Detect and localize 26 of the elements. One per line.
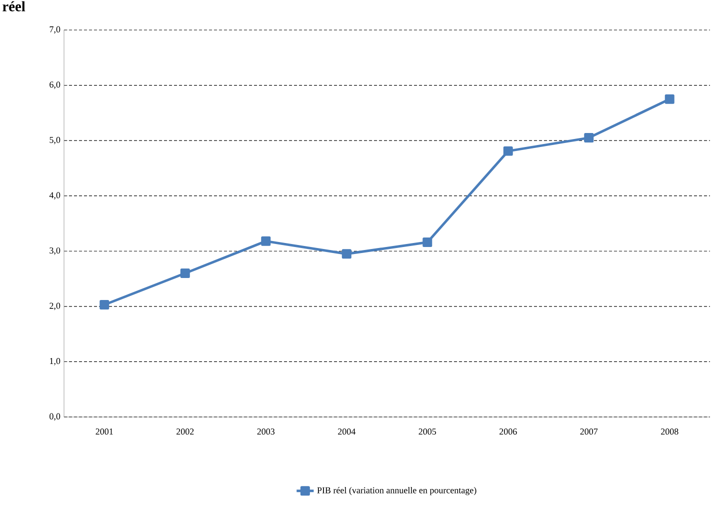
y-tick-label: 6,0 <box>50 82 60 89</box>
y-tick-label: 0,0 <box>50 413 60 421</box>
point <box>100 300 110 310</box>
x-tick-label: 2001 <box>96 428 113 435</box>
x-tick-label: 2005 <box>418 428 436 435</box>
point <box>664 94 674 104</box>
x-tick-label: 2007 <box>580 428 598 435</box>
x-tick-label: 2008 <box>661 428 678 435</box>
point <box>584 133 594 143</box>
x-tick-label: 2006 <box>500 428 517 435</box>
x-tick-label: 2002 <box>176 428 194 435</box>
y-tick-label: 3,0 <box>50 247 60 255</box>
point <box>180 268 190 278</box>
y-tick-label: 4,0 <box>49 192 60 200</box>
y-tick-label: 5,0 <box>50 136 60 144</box>
y-tick-label: 7,0 <box>50 26 60 34</box>
x-tick-label: 2003 <box>257 428 275 435</box>
chart-title: réel <box>2 1 26 12</box>
point <box>422 238 432 248</box>
point <box>503 146 513 156</box>
legend-label: PIB réel (variation annuelle en pourcentage) <box>317 486 476 496</box>
x-tick-label: 2004 <box>338 428 356 435</box>
point <box>342 249 352 259</box>
y-tick-label: 2,0 <box>50 302 60 310</box>
y-tick-label: 1,0 <box>50 358 60 366</box>
point <box>261 236 271 246</box>
